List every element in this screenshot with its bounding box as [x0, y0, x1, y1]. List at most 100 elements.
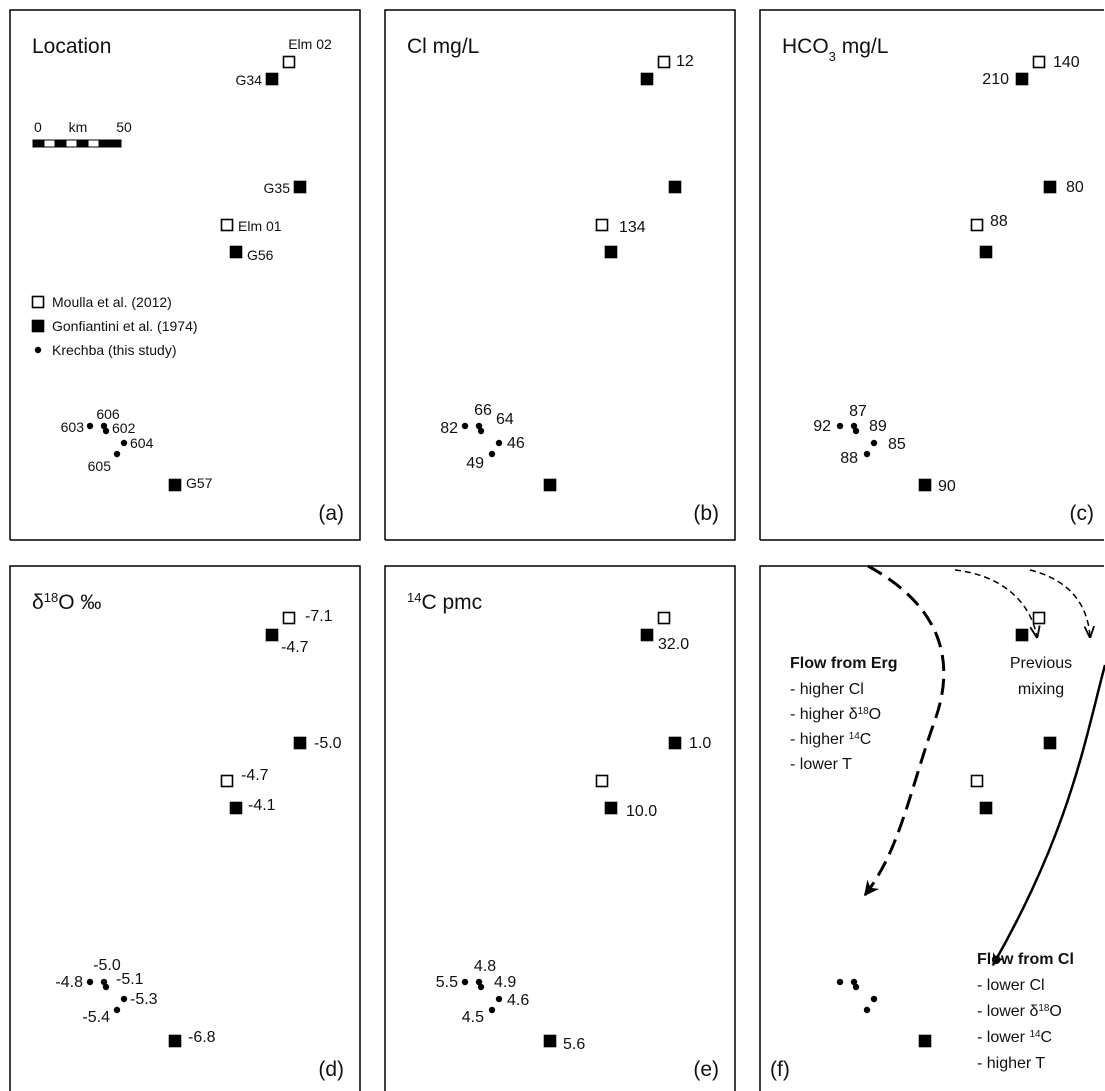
gonfiantini-well [293, 180, 307, 194]
well-label: -4.8 [55, 974, 83, 991]
well-label: 604 [130, 435, 154, 451]
krechba-well [495, 439, 503, 447]
well-label: Elm 02 [288, 36, 332, 52]
annotation-line: - higher T [977, 1055, 1045, 1072]
legend-symbol [31, 295, 45, 309]
moulla-well [595, 774, 609, 788]
krechba-well [120, 995, 128, 1003]
gonfiantini-well [229, 245, 243, 259]
moulla-well [970, 218, 984, 232]
gonfiantini-well [265, 628, 279, 642]
mixing-arrow [1029, 569, 1090, 637]
krechba-well [477, 983, 485, 991]
well-label: 4.9 [494, 974, 516, 991]
annotation-line: - lower T [790, 756, 852, 773]
krechba-well [86, 978, 94, 986]
gonfiantini-well [604, 801, 618, 815]
moulla-well [595, 218, 609, 232]
well-label: 5.6 [563, 1036, 585, 1053]
scale-bar-segment [87, 139, 100, 148]
panel-title: HCO3​ mg/L [782, 35, 888, 64]
well-label: G57 [186, 475, 213, 491]
scale-bar-segment [76, 139, 89, 148]
panel-border [384, 565, 736, 1091]
annotation-heading: Flow from Erg [790, 655, 898, 672]
text-part: C [860, 731, 872, 748]
well-label: -6.8 [188, 1029, 216, 1046]
annotation-line: - higher 14​C [790, 731, 871, 749]
well-label: 605 [88, 458, 112, 474]
well-label: -5.3 [130, 991, 158, 1008]
text-part: - higher δ [790, 706, 858, 723]
well-label: -4.7 [281, 639, 309, 656]
well-label: 49 [466, 455, 484, 472]
sup: 14 [849, 731, 861, 742]
sup: 18 [44, 590, 58, 605]
well-label: 32.0 [658, 636, 689, 653]
gonfiantini-well [668, 736, 682, 750]
panel-title: Location [32, 35, 111, 58]
krechba-well [100, 422, 108, 430]
moulla-well [282, 55, 296, 69]
krechba-well [863, 450, 871, 458]
well-label: 603 [61, 419, 85, 435]
moulla-well [657, 611, 671, 625]
gonfiantini-well [640, 72, 654, 86]
moulla-well [1032, 611, 1046, 625]
panel-letter: (d) [318, 1058, 344, 1081]
panel-border [9, 565, 361, 1091]
well-label: 134 [619, 219, 646, 236]
gonfiantini-well [918, 478, 932, 492]
well-label: 210 [982, 71, 1009, 88]
gonfiantini-well [1043, 180, 1057, 194]
scale-bar-segment [109, 139, 122, 148]
moulla-well [220, 218, 234, 232]
text-part: - lower [977, 1029, 1029, 1046]
well-label: 140 [1053, 54, 1080, 71]
moulla-well [970, 774, 984, 788]
cl-flow-arrow [991, 664, 1105, 967]
legend-symbol [34, 346, 42, 354]
krechba-well [102, 427, 110, 435]
gonfiantini-well [543, 478, 557, 492]
krechba-well [461, 422, 469, 430]
well-label: -4.7 [241, 767, 269, 784]
well-label: 4.8 [474, 958, 496, 975]
annotation-text: Previous [1010, 655, 1072, 672]
scale-label: 50 [116, 119, 132, 135]
panel-title: Cl mg/L [407, 35, 479, 58]
gonfiantini-well [640, 628, 654, 642]
krechba-well [113, 1006, 121, 1014]
text-part: mg/L [836, 35, 889, 58]
gonfiantini-well [543, 1034, 557, 1048]
panels: Location (a) Elm 02 G34 G35 Elm 01 G56 G57 603 60… [9, 9, 1104, 1091]
krechba-well [850, 978, 858, 986]
well-label: 92 [813, 418, 831, 435]
gonfiantini-well [979, 801, 993, 815]
well-label: G35 [264, 180, 291, 196]
legend-label: Moulla et al. (2012) [52, 294, 172, 310]
gonfiantini-well [668, 180, 682, 194]
annotation-heading: Flow from Cl [977, 951, 1074, 968]
well-label: 88 [990, 213, 1008, 230]
annotation-line: - lower 14​C [977, 1029, 1052, 1047]
sup: 18 [858, 706, 870, 717]
panel-letter: (e) [693, 1058, 719, 1081]
text-part: - higher T [977, 1055, 1045, 1072]
text-part: - higher [790, 731, 849, 748]
krechba-well [488, 450, 496, 458]
panel-border [759, 565, 1104, 1091]
sup: 14 [1029, 1029, 1041, 1040]
mixing-arrow [954, 569, 1037, 637]
gonfiantini-well [265, 72, 279, 86]
text-part: O [1049, 1003, 1061, 1020]
well-label: 606 [96, 406, 120, 422]
well-label: 66 [474, 402, 492, 419]
krechba-well [475, 978, 483, 986]
scale-bar-segment [98, 139, 111, 148]
well-label: 1.0 [689, 735, 711, 752]
krechba-well [86, 422, 94, 430]
annotation-text: mixing [1018, 681, 1064, 698]
text-part: - higher Cl [790, 681, 864, 698]
